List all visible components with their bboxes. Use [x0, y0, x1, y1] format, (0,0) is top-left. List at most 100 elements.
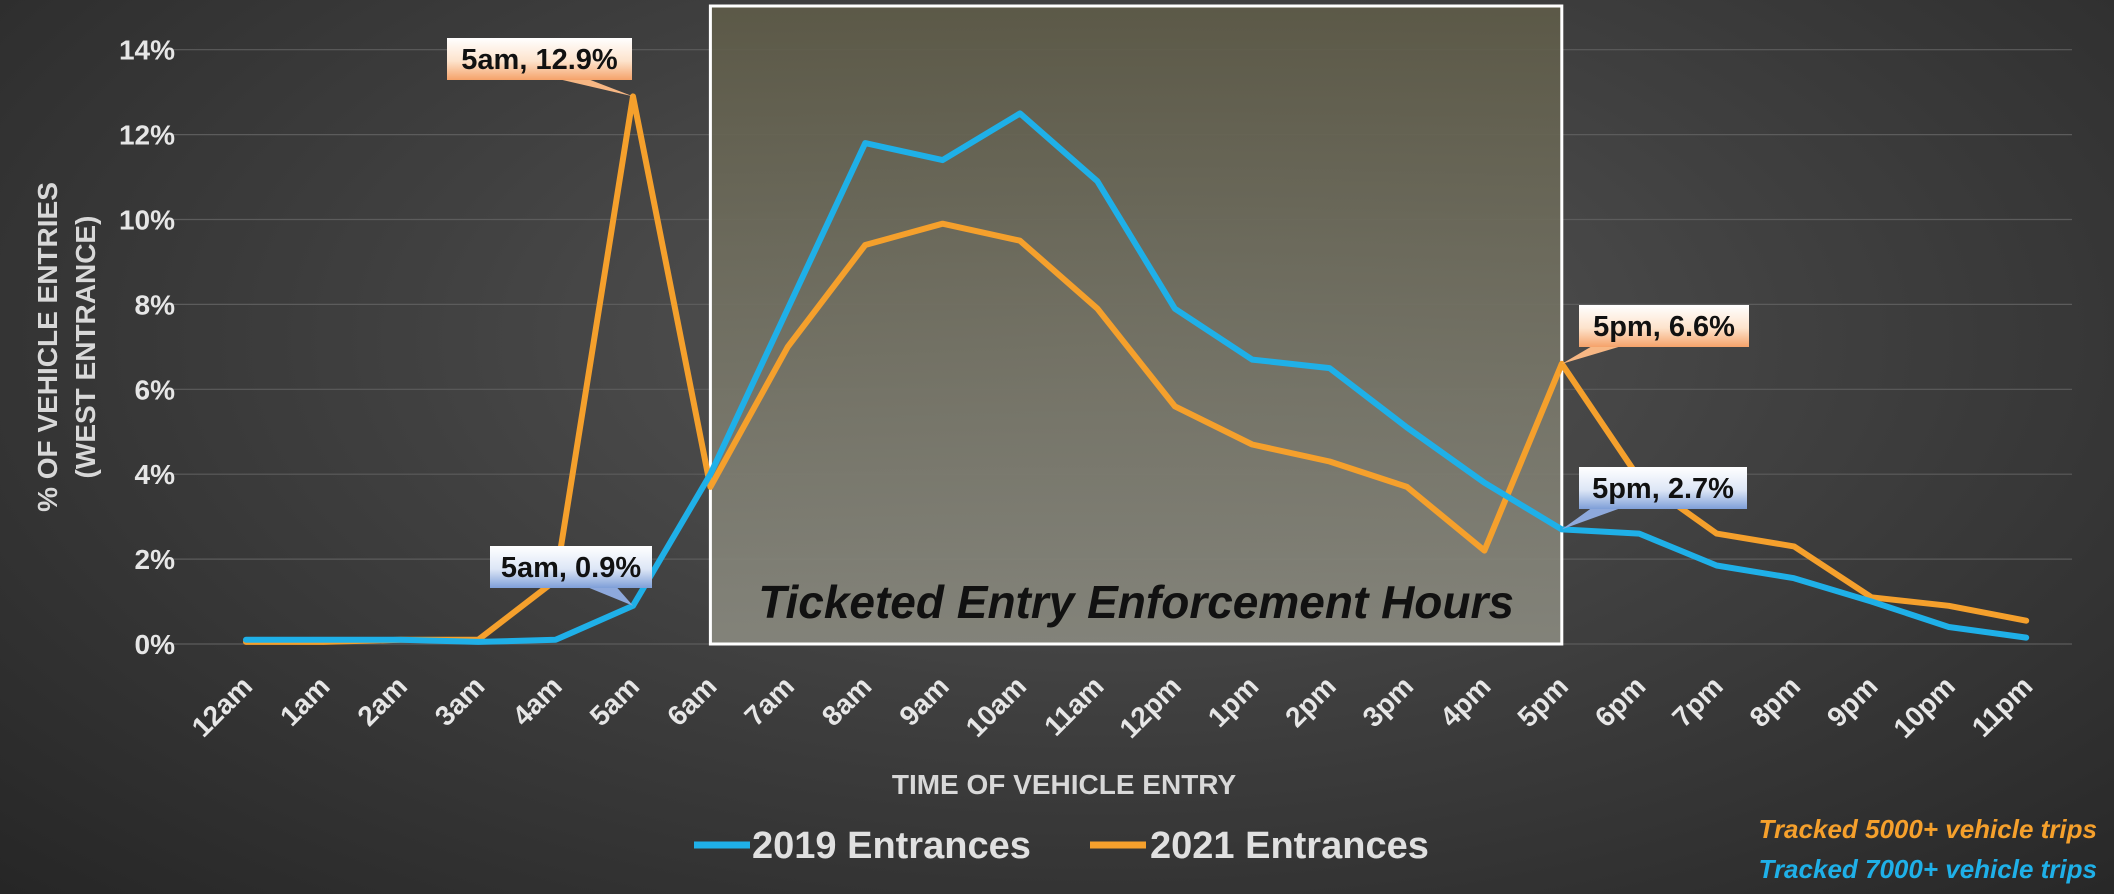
enforcement-region: Ticketed Entry Enforcement Hours — [708, 4, 1564, 646]
data-point — [940, 221, 946, 227]
data-point — [553, 637, 559, 643]
data-callouts: 5am, 12.9% 5am, 0.9% 5pm, 6.6% 5pm, 2.7% — [447, 38, 1749, 606]
callout-box — [1579, 467, 1747, 509]
data-point — [2023, 618, 2029, 624]
y-axis-ticks: 0% 2% 4% 6% 8% 10% 12% 14% — [119, 35, 175, 660]
x-tick-label: 12am — [186, 670, 259, 743]
callout: 5am, 0.9% — [490, 546, 652, 606]
data-point — [1946, 603, 1952, 609]
y-tick-label: 8% — [135, 289, 176, 320]
data-point — [1791, 575, 1797, 581]
note-2021-trips: Tracked 5000+ vehicle trips — [1759, 814, 2097, 844]
y-axis-title: % OF VEHICLE ENTRIES — [32, 182, 63, 512]
callout-label: 5am, 12.9% — [461, 44, 618, 76]
data-point — [1636, 531, 1642, 537]
x-tick-label: 5am — [584, 670, 646, 732]
data-point — [862, 242, 868, 248]
x-tick-label: 5pm — [1511, 670, 1574, 733]
series-line-2019 — [243, 110, 2030, 645]
callout-box — [447, 38, 632, 80]
data-point — [1017, 238, 1023, 244]
data-point — [707, 484, 713, 490]
x-tick-label: 7am — [738, 670, 800, 732]
data-point — [475, 639, 481, 645]
data-point — [2023, 635, 2029, 641]
series-line-2021 — [243, 93, 2030, 645]
enforcement-label: Ticketed Entry Enforcement Hours — [758, 576, 1514, 628]
data-point — [1017, 110, 1023, 116]
callout-label: 5pm, 6.6% — [1593, 311, 1735, 343]
callout-pointer — [1561, 509, 1619, 530]
y-tick-label: 4% — [135, 459, 176, 490]
x-tick-label: 2pm — [1279, 670, 1342, 733]
data-point — [707, 471, 713, 477]
x-tick-label: 8pm — [1744, 670, 1807, 733]
callout-pointer — [1561, 347, 1619, 364]
data-point — [1791, 543, 1797, 549]
data-point — [243, 637, 249, 643]
x-tick-label: 4am — [506, 670, 568, 732]
data-point — [785, 344, 791, 350]
x-tick-label: 6am — [661, 670, 723, 732]
x-tick-label: 11pm — [1966, 670, 2039, 743]
data-point — [1404, 425, 1410, 431]
x-tick-label: 12pm — [1113, 670, 1187, 744]
series-lines — [243, 93, 2030, 645]
y-tick-label: 10% — [119, 205, 175, 236]
data-point — [1094, 306, 1100, 312]
data-point — [862, 140, 868, 146]
data-point — [1327, 365, 1333, 371]
callout: 5pm, 2.7% — [1561, 467, 1747, 530]
callout: 5pm, 6.6% — [1561, 305, 1749, 364]
data-point — [1172, 403, 1178, 409]
data-point — [398, 637, 404, 643]
data-point — [1481, 480, 1487, 486]
data-point — [1172, 306, 1178, 312]
x-tick-label: 9pm — [1821, 670, 1884, 733]
data-point — [1249, 441, 1255, 447]
x-tick-label: 11am — [1038, 670, 1109, 741]
x-tick-label: 1am — [274, 670, 336, 732]
data-point — [1868, 599, 1874, 605]
callout-label: 5pm, 2.7% — [1592, 473, 1734, 505]
x-axis-ticks: 12am 1am 2am 3am 4am 5am 6am 7am 8am 9am 10am 11am 1… — [186, 670, 2039, 744]
enforcement-box — [708, 4, 1564, 646]
legend-label-2021: 2021 Entrances — [1150, 825, 1429, 867]
x-tick-label: 6pm — [1589, 670, 1652, 733]
data-point — [940, 157, 946, 163]
x-tick-label: 2am — [351, 670, 413, 732]
data-point — [1404, 484, 1410, 490]
x-axis-title: TIME OF VEHICLE ENTRY — [892, 769, 1237, 800]
callout-label: 5am, 0.9% — [501, 552, 641, 584]
data-point — [1714, 531, 1720, 537]
data-point — [785, 306, 791, 312]
x-tick-label: 1pm — [1202, 670, 1265, 733]
y-tick-label: 2% — [135, 544, 176, 575]
x-tick-label: 4pm — [1434, 670, 1497, 733]
x-tick-label: 8am — [816, 670, 878, 732]
callout-pointer — [589, 588, 633, 606]
x-tick-label: 10pm — [1887, 670, 1961, 744]
data-point — [1946, 624, 1952, 630]
callout-pointer — [562, 80, 633, 97]
legend: 2019 Entrances 2021 Entrances — [694, 825, 1429, 867]
x-tick-label: 7pm — [1666, 670, 1729, 733]
note-2019-trips: Tracked 7000+ vehicle trips — [1759, 854, 2097, 884]
data-point — [1327, 458, 1333, 464]
x-tick-label: 3pm — [1357, 670, 1420, 733]
x-tick-label: 9am — [893, 670, 955, 732]
legend-label-2019: 2019 Entrances — [752, 825, 1031, 867]
x-tick-label: 10am — [960, 670, 1033, 743]
data-point — [1481, 548, 1487, 554]
y-tick-label: 6% — [135, 374, 176, 405]
y-tick-label: 12% — [119, 120, 175, 151]
data-point — [320, 637, 326, 643]
y-axis-subtitle: (WEST ENTRANCE) — [70, 216, 101, 479]
callout: 5am, 12.9% — [447, 38, 633, 97]
y-tick-label: 0% — [135, 629, 176, 660]
callout-box — [490, 546, 652, 588]
data-point — [1249, 357, 1255, 363]
callout-box — [1579, 305, 1749, 347]
y-tick-label: 14% — [119, 35, 175, 66]
data-point — [1714, 562, 1720, 568]
